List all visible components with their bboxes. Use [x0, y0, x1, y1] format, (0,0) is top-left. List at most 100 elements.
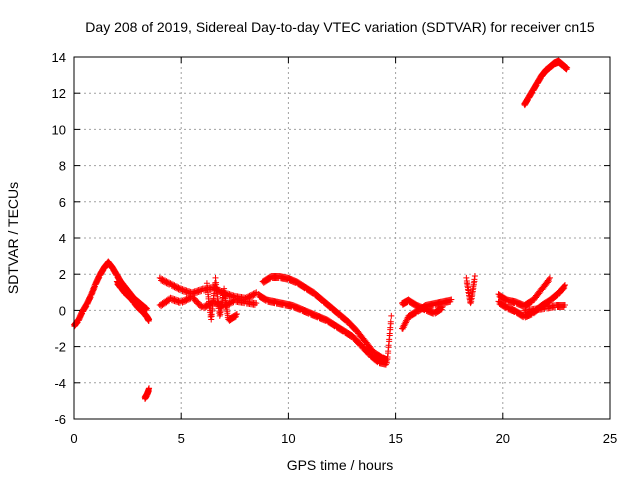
- data-point: [561, 284, 568, 291]
- data-point: [468, 298, 475, 305]
- data-point: [463, 274, 470, 281]
- data-point: [208, 313, 215, 320]
- data-point: [470, 285, 477, 292]
- data-point: [146, 385, 153, 392]
- data-point: [471, 273, 478, 280]
- y-tick-label: 4: [59, 231, 66, 246]
- data-point: [387, 326, 394, 333]
- data-point: [91, 284, 98, 291]
- data-point: [188, 292, 195, 299]
- x-tick-label: 25: [603, 431, 617, 446]
- data-point: [209, 308, 216, 315]
- data-point: [560, 285, 567, 292]
- data-point: [411, 310, 418, 317]
- data-point: [205, 291, 211, 298]
- data-point: [217, 308, 224, 315]
- data-point: [78, 311, 85, 318]
- data-points: [71, 57, 571, 402]
- data-point: [180, 298, 187, 305]
- y-tick-label: 2: [59, 267, 66, 282]
- x-axis-label: GPS time / hours: [287, 457, 394, 473]
- data-point: [471, 278, 478, 285]
- data-point: [564, 64, 571, 71]
- data-point: [156, 274, 163, 281]
- chart-title: Day 208 of 2019, Sidereal Day-to-day VTE…: [85, 19, 595, 35]
- data-point: [250, 292, 257, 299]
- y-tick-label: -4: [54, 376, 66, 391]
- data-point: [232, 313, 239, 320]
- x-tick-label: 5: [178, 431, 185, 446]
- y-tick-label: 14: [52, 50, 66, 65]
- data-point: [247, 294, 254, 301]
- data-point: [253, 300, 260, 307]
- data-point: [164, 298, 171, 305]
- data-point: [183, 297, 190, 304]
- ticks: 0 5 10 15 20 25 -6 -4 -2 0 2 4 6 8 10 12 14: [52, 50, 618, 446]
- data-point: [545, 278, 552, 285]
- data-point: [203, 280, 210, 287]
- data-point: [231, 314, 238, 321]
- y-tick-label: 0: [59, 303, 66, 318]
- y-tick-label: -2: [54, 340, 66, 355]
- data-point: [206, 304, 213, 311]
- data-point: [387, 320, 394, 327]
- data-point: [466, 292, 473, 299]
- data-point: [88, 291, 95, 298]
- data-point: [386, 338, 393, 345]
- data-point: [463, 279, 470, 286]
- x-tick-label: 0: [70, 431, 77, 446]
- data-point: [146, 316, 153, 323]
- data-point: [229, 299, 236, 306]
- data-point: [527, 299, 534, 306]
- data-point: [470, 281, 477, 288]
- data-point: [388, 312, 395, 319]
- y-tick-label: 12: [52, 86, 66, 101]
- data-point: [464, 283, 471, 290]
- data-point: [143, 305, 150, 312]
- y-tick-label: -6: [54, 412, 66, 427]
- data-point: [200, 305, 207, 312]
- data-point: [208, 316, 215, 323]
- data-point: [385, 350, 392, 357]
- data-point: [468, 295, 475, 302]
- data-point: [204, 286, 211, 293]
- data-point: [439, 303, 446, 310]
- data-point: [95, 275, 102, 282]
- data-point: [249, 293, 256, 300]
- data-point: [210, 292, 217, 299]
- data-point: [209, 302, 216, 309]
- data-point: [469, 288, 476, 295]
- data-point: [213, 286, 220, 293]
- data-point: [437, 307, 444, 314]
- data-point: [87, 295, 94, 302]
- y-tick-label: 8: [59, 159, 66, 174]
- data-point: [214, 291, 221, 298]
- data-point: [184, 296, 191, 303]
- data-point: [266, 276, 273, 283]
- data-point: [384, 359, 391, 366]
- data-point: [73, 320, 80, 327]
- data-point: [212, 274, 219, 281]
- data-point: [233, 311, 240, 318]
- x-tick-label: 10: [281, 431, 295, 446]
- data-point: [217, 311, 224, 318]
- data-point: [544, 299, 551, 306]
- data-point: [213, 281, 220, 288]
- data-point: [216, 312, 223, 319]
- data-point: [544, 279, 551, 286]
- data-point: [90, 286, 97, 293]
- data-point: [210, 297, 217, 304]
- data-point: [218, 304, 225, 311]
- data-point: [89, 290, 96, 297]
- data-point: [221, 285, 228, 292]
- grid: [74, 57, 610, 419]
- data-point: [448, 296, 455, 303]
- data-point: [561, 282, 568, 289]
- data-point: [195, 301, 202, 308]
- data-point: [207, 313, 214, 320]
- x-tick-label: 15: [388, 431, 402, 446]
- data-point: [469, 291, 476, 298]
- data-point: [385, 344, 392, 351]
- data-point: [467, 300, 474, 307]
